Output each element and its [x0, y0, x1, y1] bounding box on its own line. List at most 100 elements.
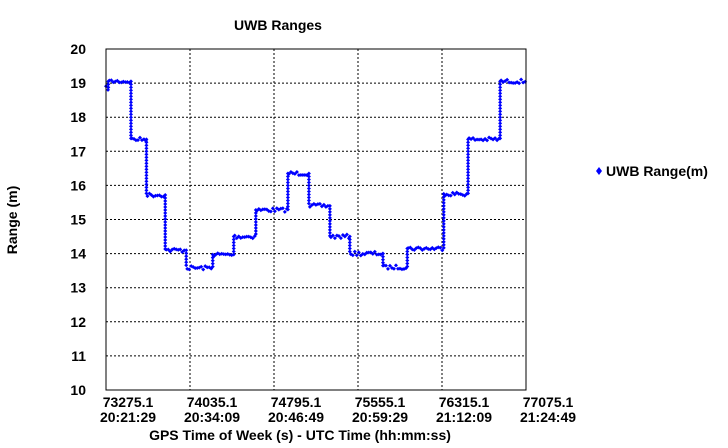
data-point [232, 233, 237, 238]
data-point [448, 193, 453, 198]
data-point [184, 260, 189, 265]
data-point [393, 263, 398, 268]
data-point [441, 212, 446, 217]
data-point [144, 143, 149, 148]
data-point [163, 237, 168, 242]
data-point [285, 177, 290, 182]
data-point [441, 197, 446, 202]
data-point [466, 161, 471, 166]
data-point [184, 251, 189, 256]
data-point [498, 91, 503, 96]
data-point [144, 146, 149, 151]
data-point [163, 234, 168, 239]
data-point [285, 201, 290, 206]
data-point [327, 218, 332, 223]
data-point [163, 216, 168, 221]
data-point [306, 189, 311, 194]
data-point [128, 97, 133, 102]
data-point [294, 170, 299, 175]
data-point [405, 261, 410, 266]
data-point [466, 170, 471, 175]
x-tick-label-utc: 21:24:49 [520, 409, 576, 425]
data-point [347, 243, 352, 248]
data-point [163, 201, 168, 206]
data-point [306, 171, 311, 176]
data-point [106, 87, 110, 92]
data-point [128, 118, 133, 123]
data-point [441, 218, 446, 223]
data-point [372, 249, 377, 254]
data-point [144, 152, 149, 157]
data-point [128, 124, 133, 129]
data-point [163, 204, 168, 209]
data-point [268, 209, 273, 214]
data-point [498, 88, 503, 93]
data-point [285, 186, 290, 191]
data-point [253, 219, 258, 224]
data-point [285, 204, 290, 209]
data-point [466, 188, 471, 193]
x-tick-label-utc: 20:46:49 [268, 409, 324, 425]
data-point [380, 257, 385, 262]
x-tick-label-gps: 76315.1 [439, 394, 490, 410]
data-point [135, 138, 140, 143]
data-point [498, 106, 503, 111]
data-point [250, 236, 255, 241]
data-point [306, 195, 311, 200]
data-point [231, 237, 236, 242]
data-point [128, 82, 133, 87]
data-point [466, 191, 471, 196]
data-point [327, 206, 332, 211]
data-point [498, 118, 503, 123]
data-point [498, 133, 503, 138]
data-point [338, 236, 343, 241]
data-point [498, 100, 503, 105]
y-tick-label: 15 [70, 212, 86, 228]
data-point [285, 189, 290, 194]
legend-marker-icon [596, 167, 602, 175]
legend-label: UWB Range(m) [606, 163, 708, 179]
data-point [327, 224, 332, 229]
data-point [498, 97, 503, 102]
data-point [272, 209, 277, 214]
data-point [466, 179, 471, 184]
data-point [144, 185, 149, 190]
data-point [438, 245, 443, 250]
data-point [166, 247, 171, 252]
data-point [144, 164, 149, 169]
data-point [498, 136, 503, 141]
data-point [270, 206, 275, 211]
data-point [285, 192, 290, 197]
data-point [306, 192, 311, 197]
data-point [405, 249, 410, 254]
data-point [210, 255, 215, 260]
data-point [253, 213, 258, 218]
data-point [178, 247, 183, 252]
data-point [519, 77, 524, 82]
data-point [347, 246, 352, 251]
data-point [466, 164, 471, 169]
x-tick-label-utc: 20:21:29 [100, 409, 156, 425]
data-point [163, 207, 168, 212]
data-point [128, 100, 133, 105]
data-point [306, 183, 311, 188]
data-point [405, 252, 410, 257]
data-point [441, 206, 446, 211]
data-point [253, 216, 258, 221]
data-point [498, 103, 503, 108]
data-point [327, 215, 332, 220]
x-tick-label-gps: 75555.1 [355, 394, 406, 410]
data-point [370, 251, 375, 256]
data-point [498, 130, 503, 135]
data-point [144, 158, 149, 163]
data-point [285, 207, 290, 212]
data-point [163, 228, 168, 233]
data-point [163, 222, 168, 227]
data-point [280, 206, 285, 211]
data-point [356, 250, 361, 255]
data-point [128, 121, 133, 126]
data-point [285, 195, 290, 200]
data-point [221, 252, 226, 257]
data-point [498, 94, 503, 99]
data-point [128, 103, 133, 108]
